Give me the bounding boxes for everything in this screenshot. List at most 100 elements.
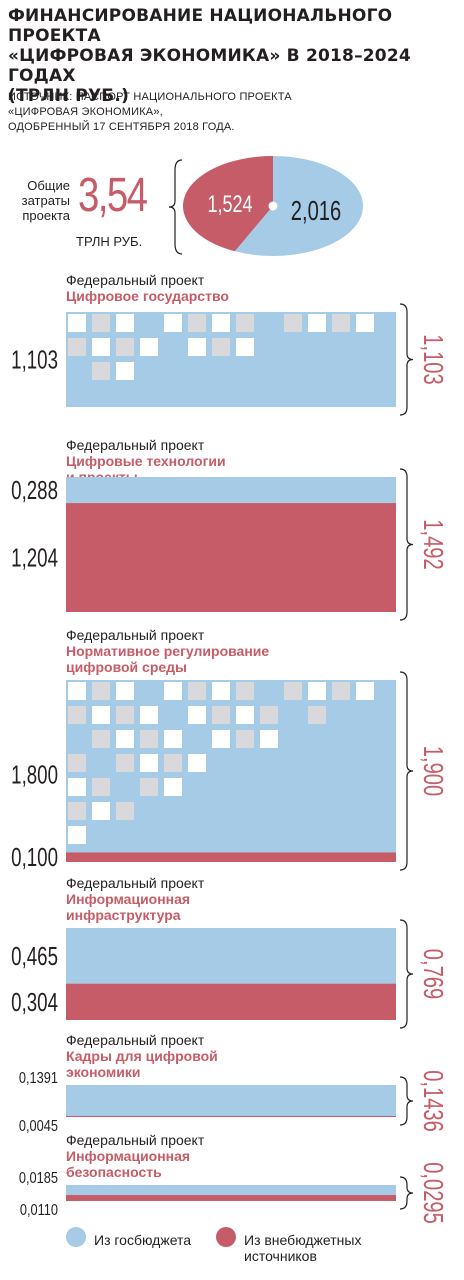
pattern-square <box>332 314 350 332</box>
total-brace <box>399 1076 414 1126</box>
pattern-square <box>116 754 134 772</box>
total-brace <box>168 159 183 255</box>
project-name: цифровой среды <box>66 659 187 675</box>
pie-slice <box>183 156 273 252</box>
pattern-square <box>68 314 86 332</box>
pattern-square <box>164 314 182 332</box>
bar-total-label: 0,1436 <box>417 1070 448 1132</box>
title-line: ФИНАНСИРОВАНИЕ НАЦИОНАЛЬНОГО ПРОЕКТА <box>8 6 393 46</box>
pattern-square <box>140 778 158 796</box>
pattern-square <box>92 338 110 356</box>
pattern-square <box>164 754 182 772</box>
total-label-line: проекта <box>22 208 70 223</box>
pattern-square <box>236 682 254 700</box>
bar-extra <box>66 1195 396 1201</box>
bar-extra <box>66 1115 396 1117</box>
pattern-square <box>68 778 86 796</box>
pattern-square <box>116 706 134 724</box>
project-name: Цифровое государство <box>66 288 229 304</box>
source-line: «ЦИФРОВАЯ ЭКОНОМИКА», <box>8 106 163 118</box>
pattern-square <box>212 682 230 700</box>
source-line: ОДОБРЕННЫЙ 17 СЕНТЯБРЯ 2018 ГОДА. <box>8 121 235 133</box>
bar-budget <box>66 928 396 984</box>
bar-extra <box>66 503 396 612</box>
pattern-square <box>140 338 158 356</box>
project-name: Кадры для цифровой <box>66 1048 218 1064</box>
pie-slice-label: 1,524 <box>207 192 252 218</box>
pattern-square <box>92 730 110 748</box>
pattern-square <box>92 778 110 796</box>
pattern-square <box>92 706 110 724</box>
pattern-square <box>236 314 254 332</box>
pattern-square <box>92 682 110 700</box>
total-label-line: Общие <box>27 178 70 193</box>
pattern-square <box>164 778 182 796</box>
pattern-square <box>188 314 206 332</box>
pattern-square <box>284 314 302 332</box>
pattern-square <box>68 802 86 820</box>
pattern-square <box>212 730 230 748</box>
bar-label-extra: 0,0045 <box>19 1118 58 1136</box>
project-prefix: Федеральный проект <box>66 875 205 891</box>
pattern-square <box>308 706 326 724</box>
project-name: инфраструктура <box>66 907 181 923</box>
legend-label-extra-line: источников <box>244 1248 317 1264</box>
pattern-square <box>236 338 254 356</box>
pattern-square <box>68 338 86 356</box>
bar-total-label: 1,900 <box>417 746 448 796</box>
bar-total-label: 0,0295 <box>417 1162 448 1224</box>
pattern-square <box>284 682 302 700</box>
legend-label-extra-line: Из внебюджетных <box>244 1232 362 1248</box>
pie-slice-label: 2,016 <box>291 196 341 227</box>
pattern-square <box>116 682 134 700</box>
pattern-square <box>188 706 206 724</box>
total-brace <box>399 671 414 871</box>
pattern-square <box>68 826 86 844</box>
pattern-square <box>92 362 110 380</box>
pattern-square <box>236 730 254 748</box>
pattern-square <box>116 338 134 356</box>
pattern-square <box>92 314 110 332</box>
total-brace <box>399 303 414 416</box>
pattern-square <box>188 338 206 356</box>
bar-budget <box>66 680 396 853</box>
project-prefix: Федеральный проект <box>66 1032 205 1048</box>
bar-label-budget: 0,0185 <box>19 1170 58 1188</box>
bar-pattern <box>68 682 374 844</box>
pattern-square <box>308 314 326 332</box>
bar-total-label: 0,769 <box>417 949 448 999</box>
pattern-square <box>236 706 254 724</box>
bar-total-label: 1,103 <box>417 334 448 384</box>
bar-budget <box>66 1185 396 1196</box>
total-unit: ТРЛН РУБ. <box>76 234 143 249</box>
project-prefix: Федеральный проект <box>66 272 205 288</box>
title-line: «ЦИФРОВАЯ ЭКОНОМИКА» В 2018–2024 ГОДАХ <box>8 46 411 86</box>
pattern-square <box>332 682 350 700</box>
project-name: Нормативное регулирование <box>66 643 269 659</box>
project-prefix: Федеральный проект <box>66 627 205 643</box>
pattern-square <box>164 682 182 700</box>
total-label-line: затраты <box>21 193 70 208</box>
project-name: Информационная <box>66 891 190 907</box>
total-brace <box>399 1176 414 1210</box>
pattern-square <box>116 362 134 380</box>
bar-label-extra: 0,100 <box>11 842 58 872</box>
bar-label-extra: 1,204 <box>11 542 58 572</box>
pie-slice <box>234 156 364 256</box>
pattern-square <box>212 314 230 332</box>
pie-center-dot <box>268 201 278 211</box>
pattern-square <box>260 706 278 724</box>
total-label: Общие затраты проекта <box>6 178 70 223</box>
bar-budget <box>66 477 396 504</box>
pattern-square <box>356 314 374 332</box>
total-value: 3,54 <box>78 169 148 222</box>
legend-swatch-extra <box>216 1227 236 1247</box>
pattern-square <box>68 706 86 724</box>
pattern-square <box>140 706 158 724</box>
total-brace <box>399 468 414 621</box>
chart-title: ФИНАНСИРОВАНИЕ НАЦИОНАЛЬНОГО ПРОЕКТА «ЦИ… <box>8 6 458 106</box>
pattern-square <box>68 682 86 700</box>
bar-pattern <box>68 314 374 380</box>
project-name: экономики <box>66 1064 141 1080</box>
